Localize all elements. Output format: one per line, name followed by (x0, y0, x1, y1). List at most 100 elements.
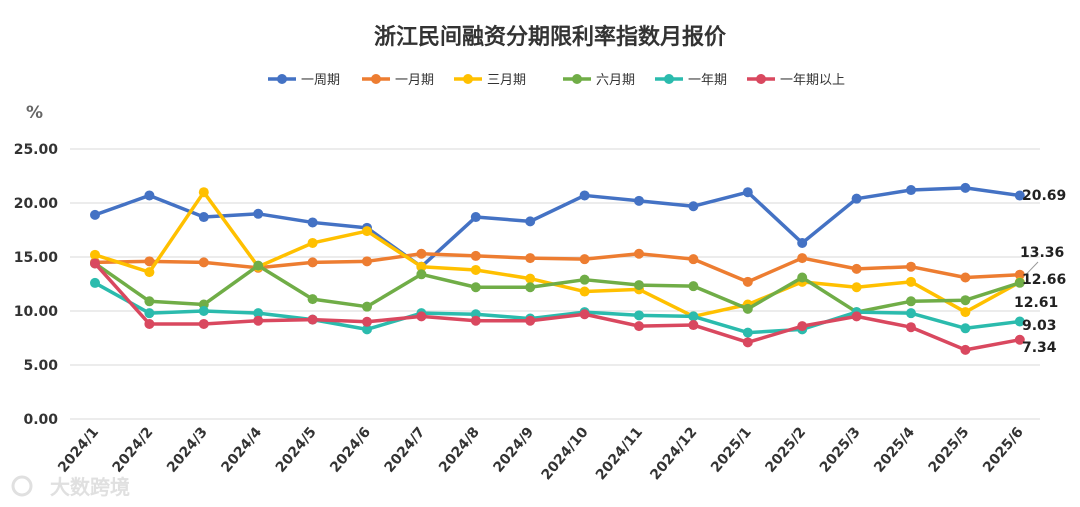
y-tick-label: 10.00 (14, 304, 59, 320)
legend-label: 三月期 (487, 73, 526, 88)
x-tick-label: 2024/9 (490, 424, 537, 476)
data-point (362, 226, 372, 237)
data-point (144, 296, 155, 307)
y-tick-label: 5.00 (23, 358, 58, 374)
watermark-logo-icon (11, 475, 33, 497)
data-point (416, 269, 427, 280)
x-tick-label: 2025/3 (817, 424, 864, 476)
legend: 一周期 一月期 三月期 六月期 一年期 一年期以上 (268, 73, 845, 88)
legend-swatch-marker (756, 74, 766, 84)
data-point (525, 273, 536, 284)
data-point (688, 311, 699, 322)
legend-swatch-marker (572, 74, 582, 84)
end-label: 12.61 (1014, 295, 1058, 311)
legend-item: 一月期 (362, 73, 434, 88)
legend-item: 一年期 (655, 73, 727, 88)
series-line (94, 262, 1021, 314)
data-point (416, 248, 427, 259)
y-tick-label: 25.00 (14, 142, 59, 158)
data-point (198, 318, 209, 329)
y-tick-label: 15.00 (14, 250, 59, 266)
x-tick-label: 2025/5 (926, 424, 973, 476)
series-line (94, 252, 1020, 284)
series-2 (90, 248, 1025, 287)
x-tick-label: 2024/10 (539, 424, 592, 483)
data-point (960, 182, 971, 193)
data-point (525, 315, 536, 326)
legend-label: 一周期 (301, 73, 340, 88)
legend-item: 一年期以上 (747, 73, 845, 88)
data-point (1014, 190, 1025, 201)
data-point (470, 264, 481, 275)
data-point (253, 260, 264, 271)
watermark-text: 大数跨境 (50, 475, 130, 499)
data-point (797, 237, 808, 248)
data-point (362, 301, 372, 312)
end-label: 13.36 (1020, 245, 1064, 261)
end-label-leader (1025, 261, 1039, 276)
data-point (90, 258, 100, 269)
data-point (470, 282, 481, 293)
x-tick-label: 2024/4 (218, 424, 265, 476)
data-point (362, 256, 372, 267)
series-4 (90, 258, 1025, 318)
end-labels: 20.69 13.36 12.66 12.61 9.03 7.34 (1014, 188, 1066, 356)
data-point (634, 248, 644, 259)
x-tick-label: 2024/1 (55, 424, 102, 476)
legend-label: 一年期以上 (780, 73, 845, 88)
data-point (362, 324, 372, 335)
data-point (525, 282, 536, 293)
data-point (144, 267, 155, 278)
data-point (1014, 316, 1025, 327)
data-point (1014, 334, 1025, 345)
data-point (307, 314, 318, 325)
x-tick-label: 2024/6 (327, 424, 374, 476)
legend-swatch-marker (371, 74, 381, 84)
data-point (579, 286, 590, 297)
data-point (960, 323, 971, 334)
data-point (688, 320, 699, 331)
data-point (960, 344, 971, 355)
data-point (144, 308, 155, 319)
x-tick-label: 2024/8 (436, 424, 483, 476)
data-point (851, 193, 862, 204)
data-point (634, 195, 644, 206)
data-point (797, 321, 808, 332)
data-point (253, 208, 264, 219)
data-point (634, 310, 644, 321)
data-point (906, 261, 916, 272)
data-point (198, 212, 209, 223)
series-line (94, 281, 1021, 335)
data-point (144, 318, 155, 329)
data-point (90, 277, 100, 288)
data-point (253, 315, 264, 326)
legend-swatch-marker (664, 74, 674, 84)
data-point (525, 253, 536, 264)
legend-swatch-marker (463, 74, 473, 84)
data-point (579, 254, 590, 265)
data-point (742, 337, 753, 348)
data-point (198, 257, 209, 268)
data-point (525, 216, 536, 227)
legend-item: 三月期 (454, 73, 526, 88)
legend-label: 一月期 (395, 73, 434, 88)
end-label: 9.03 (1022, 318, 1057, 334)
data-point (579, 309, 590, 320)
x-tick-label: 2024/12 (647, 424, 700, 483)
end-label: 7.34 (1022, 340, 1057, 356)
x-tick-label: 2025/4 (871, 424, 918, 476)
y-tick-label: 0.00 (23, 412, 58, 428)
end-label: 20.69 (1022, 188, 1066, 204)
data-point (851, 311, 862, 322)
y-axis-ticks: 0.00 5.00 10.00 15.00 20.00 25.00 (14, 142, 59, 428)
x-tick-label: 2024/7 (382, 424, 429, 476)
data-point (198, 306, 209, 316)
data-point (634, 321, 644, 332)
y-tick-label: 20.00 (14, 196, 59, 212)
data-point (144, 190, 155, 201)
chart-title: 浙江民间融资分期限利率指数月报价 (374, 24, 727, 50)
data-point (742, 187, 753, 198)
data-point (960, 307, 971, 318)
data-point (90, 249, 100, 260)
